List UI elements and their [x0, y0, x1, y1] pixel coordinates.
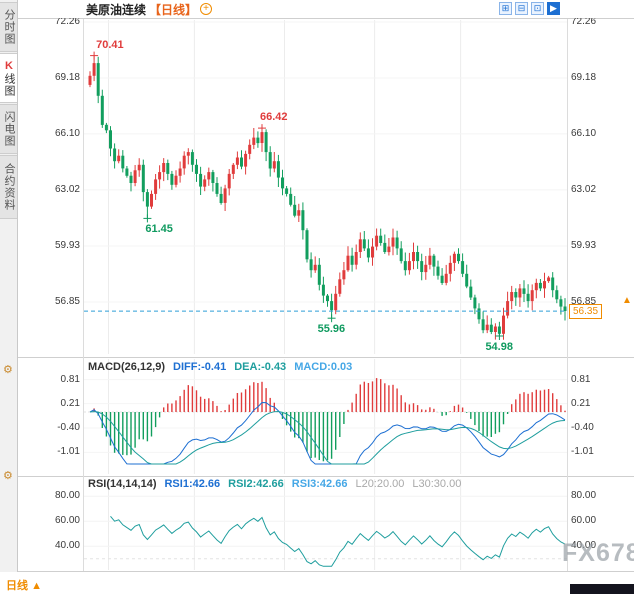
layout-rows-icon[interactable]: ⊟	[515, 2, 528, 15]
bottom-right-dark-strip	[570, 584, 634, 594]
rsi-l20-label: L20:20.00	[355, 478, 405, 490]
last-price-tag: 56.35	[569, 304, 603, 319]
macd-settings-gear-icon[interactable]: ⚙	[3, 364, 13, 376]
layout-quad-icon[interactable]: ⊞	[499, 2, 512, 15]
layout-columns-icon[interactable]: ⊡	[531, 2, 544, 15]
rsi2-value: RSI2:42.66	[228, 478, 284, 490]
expand-icon[interactable]: +	[200, 3, 213, 15]
chart-toolbar: ⊞ ⊟ ⊡ ▶	[499, 2, 560, 15]
rsi-params-label: RSI(14,14,14)	[88, 478, 157, 490]
sidebar-tab-time-chart[interactable]: 分时图	[0, 2, 17, 52]
sidebar-tab-kline-chart[interactable]: K线图	[0, 53, 17, 103]
macd-diff-value: DIFF:-0.41	[173, 361, 227, 373]
price-up-arrow-icon: ▲	[622, 295, 632, 306]
chart-header: 美原油连续 【日线】 + ⊞ ⊟ ⊡ ▶	[18, 0, 634, 18]
macd-params-label: MACD(26,12,9)	[88, 361, 166, 373]
sidebar-tab-contract-info[interactable]: 合约资料	[0, 155, 17, 219]
period-selector[interactable]: 日线 ▲	[6, 577, 42, 593]
kline-rest-chars: 线图	[3, 72, 15, 97]
rsi1-value: RSI1:42.66	[164, 478, 221, 490]
left-sidebar: 分时图 K线图 闪电图 合约资料 ⚙ ⚙	[0, 0, 18, 572]
rsi-settings-gear-icon[interactable]: ⚙	[3, 470, 13, 482]
watermark: FX678	[562, 539, 634, 567]
period-selector-arrow-icon: ▲	[31, 580, 42, 592]
macd-hist-value: MACD:0.03	[294, 361, 353, 373]
sidebar-tab-lightning-chart[interactable]: 闪电图	[0, 104, 17, 154]
bottom-bar: 日线 ▲	[0, 572, 634, 594]
collapse-panel-icon[interactable]: ▶	[547, 2, 560, 15]
macd-title-row: MACD(26,12,9) DIFF:-0.41 DEA:-0.43 MACD:…	[88, 361, 352, 373]
macd-dea-value: DEA:-0.43	[234, 361, 287, 373]
period-tag: 【日线】	[149, 2, 198, 17]
instrument-title: 美原油连续	[86, 2, 147, 17]
rsi-l30-label: L30:30.00	[412, 478, 462, 490]
rsi-title-row: RSI(14,14,14) RSI1:42.66 RSI2:42.66 RSI3…	[88, 478, 461, 490]
rsi3-value: RSI3:42.66	[291, 478, 348, 490]
kline-accent-char: K	[3, 59, 15, 73]
period-selector-label: 日线	[6, 580, 28, 592]
